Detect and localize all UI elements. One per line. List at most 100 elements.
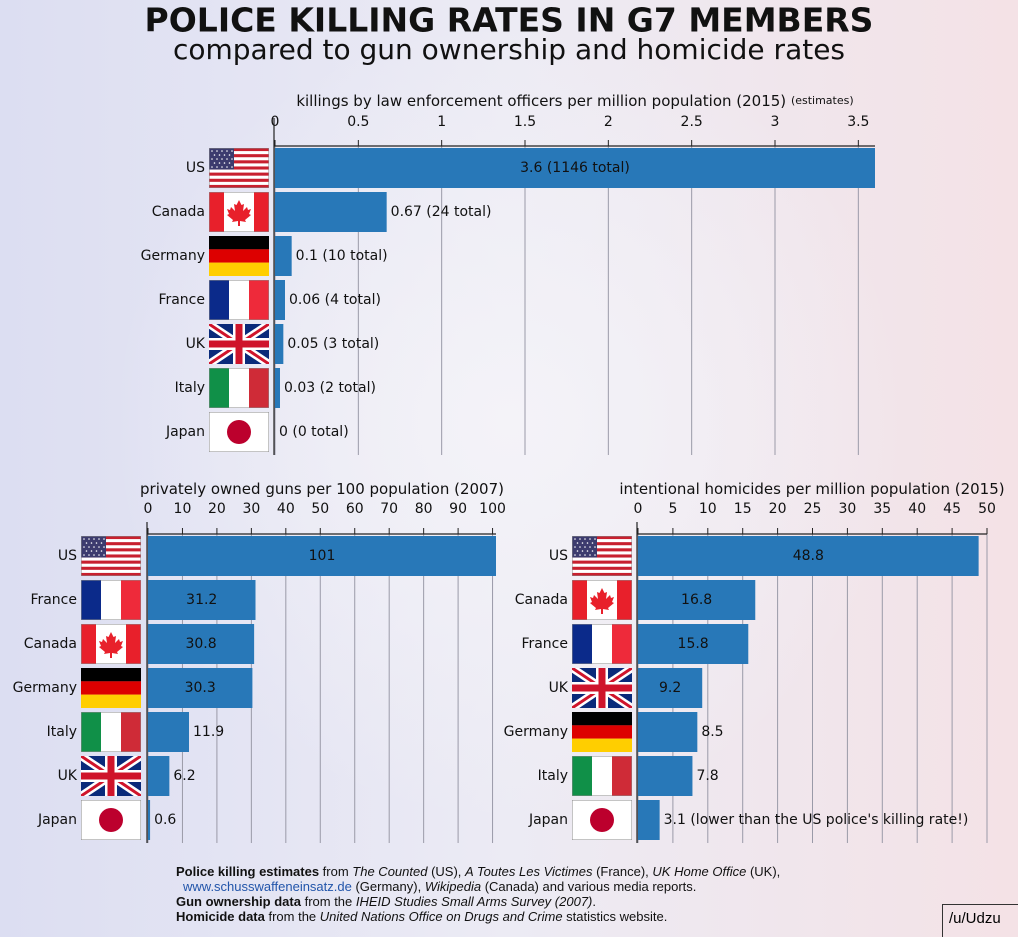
bar <box>148 668 253 708</box>
chart-title: privately owned guns per 100 population … <box>140 480 504 498</box>
chart: POLICE KILLING RATES IN G7 MEMBERS compa… <box>13 1 1005 843</box>
chart-title: intentional homicides per million popula… <box>619 480 1004 498</box>
footer-text: Wikipedia <box>424 879 482 894</box>
footer-text: Homicide data <box>176 909 265 924</box>
category-label: Germany <box>13 680 77 696</box>
value-label: 6.2 <box>173 768 195 784</box>
footer-text: UK Home Office <box>652 864 747 879</box>
chart-title: killings by law enforcement officers per… <box>296 92 853 110</box>
x-tick-label: 80 <box>415 501 433 517</box>
value-label: 0.1 (10 total) <box>296 248 388 264</box>
category-label: Germany <box>141 248 205 264</box>
bar <box>275 324 284 364</box>
value-label: 8.5 <box>701 724 723 740</box>
flag <box>209 236 269 276</box>
x-tick-label: 30 <box>242 501 260 517</box>
flag <box>81 536 141 576</box>
flag <box>81 712 141 752</box>
bar <box>638 624 749 664</box>
bar <box>275 148 875 188</box>
flag <box>81 800 141 840</box>
category-label: US <box>186 160 205 176</box>
bar <box>638 668 703 708</box>
footer-text: A Toutes Les Victimes <box>465 864 593 879</box>
value-label: 30.3 <box>185 680 216 696</box>
value-label: 0.6 <box>154 812 176 828</box>
footer-text: . <box>592 894 596 909</box>
x-tick-label: 0 <box>634 501 643 517</box>
x-tick-label: 5 <box>668 501 677 517</box>
flag <box>572 624 632 664</box>
x-tick-label: 20 <box>208 501 226 517</box>
footer-text: United Nations Office on Drugs and Crime <box>319 909 563 924</box>
page-title: POLICE KILLING RATES IN G7 MEMBERS <box>145 1 874 40</box>
flag <box>209 280 269 320</box>
flag <box>572 580 632 620</box>
footer-text: IHEID Studies Small Arms Survey (2007) <box>355 894 593 909</box>
x-tick-label: 70 <box>380 501 398 517</box>
flag <box>209 412 269 452</box>
value-label: 0.67 (24 total) <box>391 204 492 220</box>
x-tick-label: 1 <box>437 114 446 130</box>
x-tick-label: 35 <box>873 501 891 517</box>
footer-text[interactable]: www.schusswaffeneinsatz.de <box>183 879 352 894</box>
footer-text: statistics website. <box>562 909 668 924</box>
x-tick-label: 3 <box>771 114 780 130</box>
footer-text: The Counted <box>352 864 428 879</box>
x-tick-label: 40 <box>277 501 295 517</box>
x-tick-label: 0.5 <box>347 114 369 130</box>
value-label: 48.8 <box>793 548 824 564</box>
bar <box>275 192 387 232</box>
x-tick-label: 10 <box>699 501 717 517</box>
category-label: US <box>549 548 568 564</box>
x-tick-label: 50 <box>311 501 329 517</box>
footer-text: Gun ownership data <box>176 894 301 909</box>
category-label: Japan <box>165 424 205 440</box>
footer-text: (Canada) and various media reports. <box>481 879 697 894</box>
bar <box>148 580 256 620</box>
category-label: US <box>58 548 77 564</box>
page-subtitle: compared to gun ownership and homicide r… <box>173 33 845 66</box>
flag <box>209 368 269 408</box>
flag <box>572 536 632 576</box>
bar <box>148 756 170 796</box>
flag <box>81 668 141 708</box>
bar <box>275 280 285 320</box>
x-tick-label: 30 <box>838 501 856 517</box>
flag <box>81 624 141 664</box>
footer-text: Police killing estimates <box>176 864 320 879</box>
flag <box>209 148 269 188</box>
value-label: 101 <box>309 548 336 564</box>
value-label: 0.05 (3 total) <box>287 336 379 352</box>
category-label: UK <box>186 336 206 352</box>
flag <box>572 756 632 796</box>
category-label: Germany <box>504 724 568 740</box>
value-label: 7.8 <box>696 768 718 784</box>
x-tick-label: 40 <box>908 501 926 517</box>
category-label: UK <box>58 768 78 784</box>
footer-text: (Germany), <box>351 879 425 894</box>
bar <box>638 580 756 620</box>
x-tick-label: 1.5 <box>514 114 536 130</box>
category-label: Canada <box>515 592 568 608</box>
footer-text: from the <box>264 909 320 924</box>
category-label: France <box>30 592 77 608</box>
category-label: Canada <box>24 636 77 652</box>
flag <box>81 580 141 620</box>
category-label: Canada <box>152 204 205 220</box>
bar <box>638 712 698 752</box>
footer-line: www.schusswaffeneinsatz.de (Germany), Wi… <box>176 879 780 894</box>
value-label: 9.2 <box>659 680 681 696</box>
flag <box>209 324 269 364</box>
bar <box>148 536 496 576</box>
x-tick-label: 10 <box>174 501 192 517</box>
value-label: 0.03 (2 total) <box>284 380 376 396</box>
category-label: France <box>158 292 205 308</box>
x-tick-label: 0 <box>271 114 280 130</box>
footer-text: from <box>319 864 353 879</box>
value-label: 31.2 <box>186 592 217 608</box>
x-tick-label: 90 <box>449 501 467 517</box>
footer: Police killing estimates from The Counte… <box>176 864 780 924</box>
category-label: Italy <box>175 380 205 396</box>
category-label: France <box>521 636 568 652</box>
